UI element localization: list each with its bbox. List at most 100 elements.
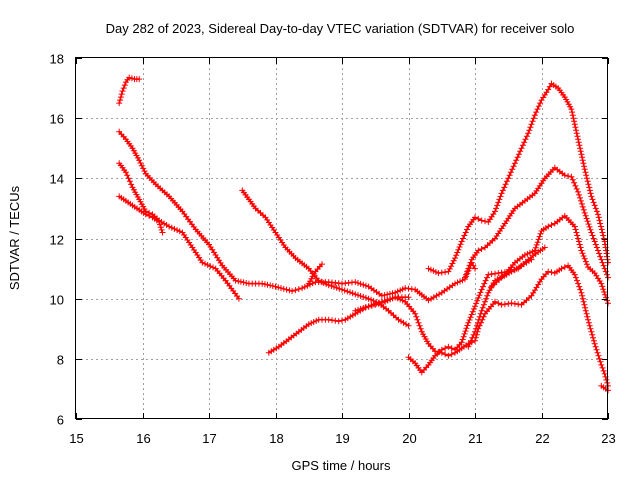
data-point xyxy=(598,223,604,230)
data-point xyxy=(590,334,596,341)
data-point xyxy=(376,299,383,306)
data-point xyxy=(464,268,471,275)
data-point xyxy=(597,220,604,227)
data-point xyxy=(561,264,568,271)
data-point xyxy=(584,178,591,185)
data-point xyxy=(496,196,503,203)
data-point xyxy=(457,241,464,248)
data-point xyxy=(586,223,593,230)
data-point xyxy=(581,209,588,216)
data-point xyxy=(292,287,299,294)
data-point xyxy=(534,239,541,246)
series-track-11 xyxy=(425,80,611,277)
data-point xyxy=(476,313,483,320)
data-point xyxy=(600,262,607,269)
data-point xyxy=(458,339,465,346)
data-point xyxy=(595,214,602,221)
data-point xyxy=(120,85,127,92)
data-point xyxy=(581,301,588,308)
series-track-7 xyxy=(305,261,325,287)
x-tick-label: 21 xyxy=(468,431,482,446)
data-point xyxy=(481,280,488,287)
data-point xyxy=(575,238,582,245)
data-point xyxy=(357,293,364,299)
data-point xyxy=(578,200,585,207)
data-point xyxy=(541,244,548,251)
data-point xyxy=(577,197,584,204)
data-point xyxy=(384,291,391,298)
data-point xyxy=(577,244,584,251)
data-point xyxy=(582,307,589,314)
data-point xyxy=(331,283,337,290)
data-point xyxy=(355,306,361,313)
x-tick-label: 19 xyxy=(335,431,349,446)
data-point xyxy=(452,255,458,262)
data-point xyxy=(571,118,578,125)
data-point xyxy=(125,175,132,182)
x-tick-label: 18 xyxy=(269,431,283,446)
data-point xyxy=(469,334,476,341)
data-point xyxy=(577,194,583,201)
chart-title: Day 282 of 2023, Sidereal Day-to-day VTE… xyxy=(106,21,575,36)
data-point xyxy=(598,256,605,263)
data-point xyxy=(240,279,247,286)
data-point xyxy=(473,322,480,329)
data-point xyxy=(533,241,540,248)
data-point xyxy=(465,319,472,326)
data-point xyxy=(579,154,586,161)
data-point xyxy=(142,211,149,218)
data-point xyxy=(405,322,412,329)
data-point xyxy=(466,317,473,323)
data-point xyxy=(207,263,214,270)
data-point xyxy=(571,223,578,230)
data-point xyxy=(344,288,351,295)
data-point xyxy=(362,294,369,301)
data-point xyxy=(235,295,242,302)
data-point xyxy=(475,215,482,222)
data-point xyxy=(585,221,592,228)
data-point xyxy=(517,148,524,155)
data-point xyxy=(572,124,579,131)
data-point xyxy=(210,264,216,271)
y-tick-label: 12 xyxy=(50,233,64,248)
data-point xyxy=(335,318,342,325)
data-point xyxy=(484,292,491,299)
data-point xyxy=(278,285,284,292)
data-point xyxy=(545,223,552,230)
data-point xyxy=(141,168,148,175)
data-point xyxy=(597,253,604,260)
data-point xyxy=(577,286,584,293)
data-point xyxy=(583,175,590,182)
data-point xyxy=(530,115,537,122)
data-point xyxy=(136,76,143,83)
series-track-8 xyxy=(352,294,412,314)
data-point xyxy=(472,328,478,335)
data-point xyxy=(128,75,135,82)
data-point xyxy=(159,229,166,236)
data-point xyxy=(569,176,576,183)
data-point xyxy=(480,301,487,308)
data-point xyxy=(204,262,211,268)
data-point xyxy=(568,173,575,180)
data-point xyxy=(389,295,396,302)
data-point xyxy=(588,193,595,200)
data-point xyxy=(453,252,460,259)
data-point xyxy=(478,246,485,252)
data-point xyxy=(174,227,181,234)
data-point xyxy=(591,340,598,347)
data-point xyxy=(493,205,500,212)
data-point xyxy=(583,261,590,268)
data-point xyxy=(121,82,128,89)
data-point xyxy=(574,277,580,284)
data-point xyxy=(582,258,589,265)
axes-ticks: 15 16 17 18 19 20 21 22 23 6 8 10 12 14 16 18 xyxy=(50,52,616,447)
data-point xyxy=(347,289,353,296)
data-point xyxy=(357,305,364,312)
data-point xyxy=(462,328,469,335)
data-point xyxy=(592,205,599,212)
series-line xyxy=(268,264,609,387)
data-point xyxy=(587,190,594,197)
series-track-3 xyxy=(116,160,242,302)
data-point xyxy=(587,226,594,233)
